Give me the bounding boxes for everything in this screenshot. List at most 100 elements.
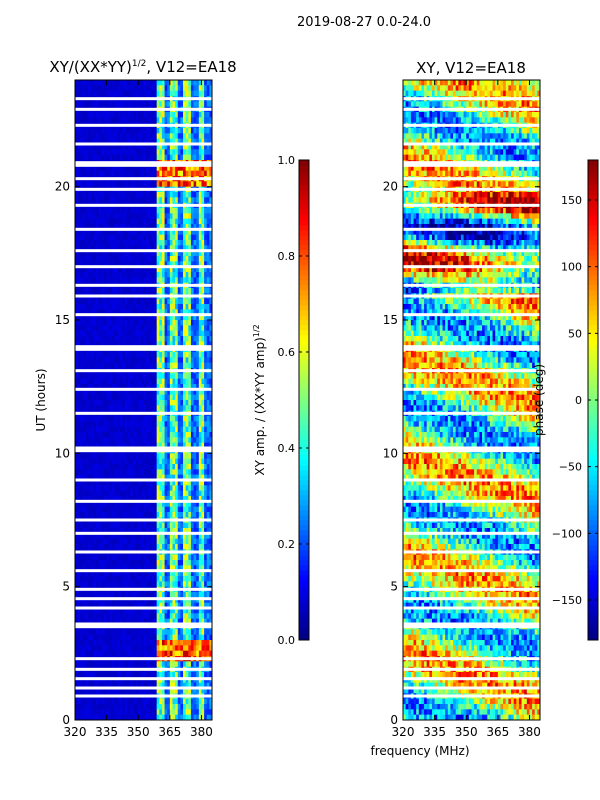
heatmap-cell — [190, 389, 194, 396]
heatmap-cell — [164, 330, 168, 337]
heatmap-cell — [111, 240, 115, 246]
heatmap-cell — [177, 298, 181, 305]
heatmap-cell — [138, 288, 142, 294]
heatmap-cell — [122, 341, 126, 348]
heatmap-cell — [80, 362, 84, 369]
heatmap-cell — [77, 570, 81, 577]
heatmap-cell — [96, 245, 100, 252]
heatmap-cell — [206, 181, 210, 188]
heatmap-cell — [140, 266, 144, 273]
heatmap-cell — [122, 325, 126, 332]
heatmap-cell — [193, 133, 197, 140]
heatmap-cell — [93, 581, 97, 588]
heatmap-cell — [109, 144, 113, 150]
heatmap-cell — [159, 149, 163, 156]
heatmap-cell — [180, 357, 184, 364]
heatmap-cell — [138, 165, 142, 172]
heatmap-cell — [90, 128, 94, 134]
heatmap-cell — [103, 474, 108, 481]
heatmap-cell — [77, 277, 81, 284]
heatmap-cell — [103, 421, 108, 428]
heatmap-cell — [143, 154, 147, 161]
heatmap-cell — [138, 336, 142, 342]
heatmap-cell — [206, 112, 210, 118]
heatmap-cell — [183, 149, 187, 156]
heatmap-cell — [154, 245, 158, 252]
heatmap-cell — [143, 485, 147, 492]
heatmap-cell — [143, 181, 147, 188]
heatmap-cell — [119, 144, 123, 150]
heatmap-cell — [201, 154, 205, 161]
heatmap-cell — [77, 592, 81, 598]
heatmap-cell — [109, 272, 113, 278]
heatmap-cell — [135, 165, 139, 172]
heatmap-cell — [185, 208, 189, 214]
heatmap-cell — [127, 272, 131, 278]
heatmap-cell — [127, 197, 131, 204]
heatmap-cell — [125, 234, 129, 241]
suptitle: 2019-08-27 0.0-24.0 — [297, 15, 431, 30]
heatmap-cell — [206, 426, 210, 433]
heatmap-cell — [80, 85, 84, 92]
heatmap-cell — [85, 554, 89, 561]
heatmap-cell — [117, 464, 121, 470]
heatmap-cell — [85, 442, 89, 449]
heatmap-cell — [106, 394, 110, 401]
heatmap-cell — [75, 229, 79, 236]
heatmap-cell — [161, 80, 165, 86]
heatmap-cell — [75, 85, 79, 92]
heatmap-cell — [206, 464, 210, 470]
heatmap-cell — [101, 304, 105, 310]
heatmap-cell — [114, 181, 118, 188]
heatmap-cell — [148, 288, 152, 294]
heatmap-cell — [175, 266, 179, 273]
heatmap-cell — [177, 480, 181, 486]
heatmap-cell — [151, 250, 155, 257]
heatmap-cell — [188, 474, 192, 481]
heatmap-cell — [101, 314, 105, 321]
heatmap-cell — [167, 426, 171, 433]
heatmap-cell — [185, 133, 189, 140]
heatmap-cell — [88, 554, 92, 561]
heatmap-cell — [82, 501, 86, 508]
heatmap-cell — [180, 496, 184, 502]
heatmap-cell — [154, 389, 158, 396]
heatmap-cell — [185, 192, 189, 198]
heatmap-cell — [161, 474, 165, 481]
heatmap-cell — [209, 336, 213, 342]
heatmap-cell — [85, 544, 89, 550]
heatmap-cell — [103, 314, 108, 321]
heatmap-cell — [125, 240, 129, 246]
heatmap-cell — [172, 533, 176, 540]
heatmap-cell — [88, 336, 92, 342]
heatmap-cell — [151, 112, 155, 118]
heatmap-cell — [75, 378, 79, 385]
heatmap-cell — [185, 245, 189, 252]
heatmap-cell — [127, 336, 131, 342]
heatmap-cell — [204, 197, 208, 204]
heatmap-cell — [206, 432, 210, 438]
heatmap-cell — [169, 288, 173, 294]
heatmap-cell — [130, 394, 134, 401]
heatmap-cell — [82, 458, 86, 465]
heatmap-cell — [180, 506, 184, 513]
heatmap-cell — [209, 501, 213, 508]
heatmap-cell — [127, 474, 131, 481]
heatmap-cell — [119, 373, 123, 380]
heatmap-cell — [188, 362, 192, 369]
heatmap-cell — [151, 389, 155, 396]
heatmap-cell — [88, 330, 92, 337]
heatmap-cell — [209, 533, 213, 540]
heatmap-cell — [154, 154, 158, 161]
heatmap-cell — [169, 256, 173, 262]
heatmap-cell — [177, 112, 181, 118]
heatmap-cell — [209, 197, 213, 204]
heatmap-cell — [172, 469, 176, 476]
heatmap-cell — [204, 117, 208, 124]
heatmap-cell — [135, 389, 139, 396]
heatmap-cell — [161, 320, 165, 326]
heatmap-cell — [130, 522, 134, 529]
heatmap-cell — [196, 197, 200, 204]
heatmap-cell — [185, 501, 189, 508]
heatmap-cell — [185, 581, 189, 588]
